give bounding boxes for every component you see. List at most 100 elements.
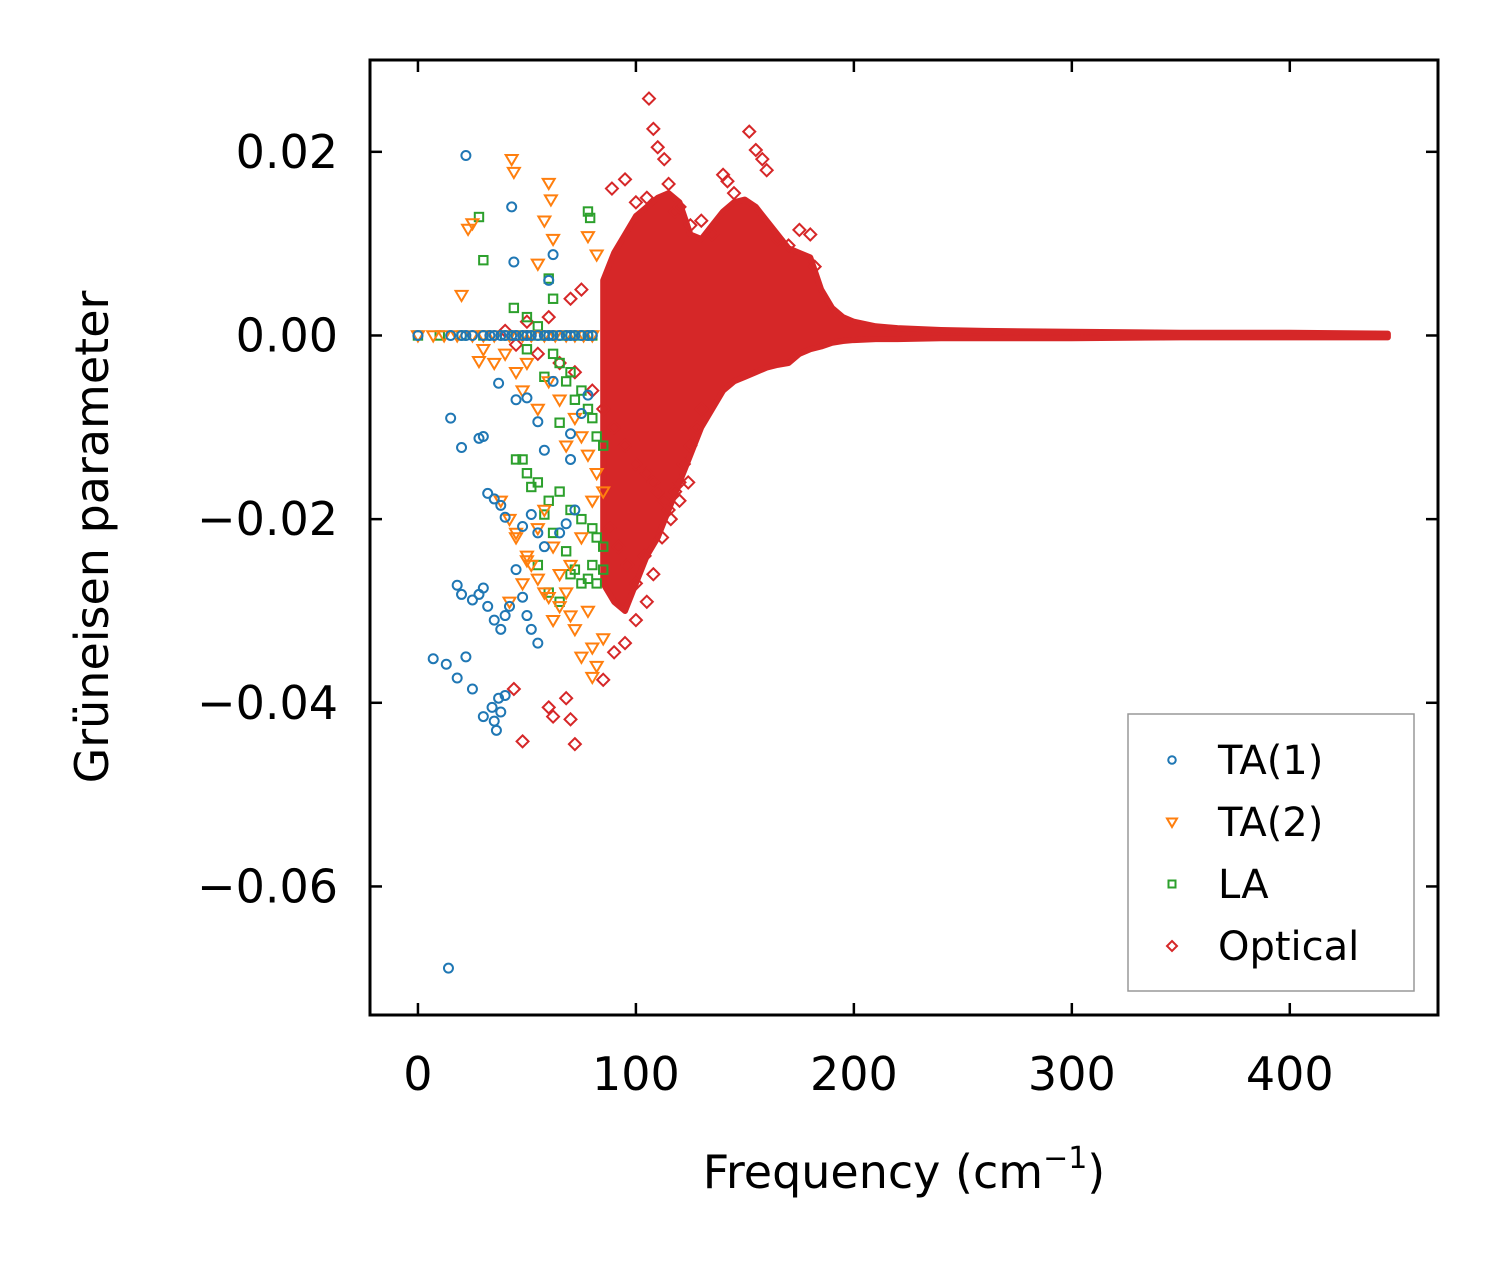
data-point [508,337,524,353]
data-point [517,520,529,532]
data-point [565,453,577,465]
data-point [584,212,596,224]
data-point [482,487,494,499]
data-point [588,249,605,263]
data-point [770,231,785,247]
data-point [573,431,590,445]
data-point [493,377,505,389]
data-point [563,291,578,307]
data-point [602,520,618,536]
data-point [595,486,611,500]
data-point [587,412,598,424]
x-tick-label: 300 [1028,1047,1116,1101]
data-point [567,412,583,427]
data-point [802,227,818,242]
data-point [456,329,468,341]
data-point [456,588,468,600]
x-tick-label: 400 [1246,1047,1334,1101]
data-point [584,495,601,509]
data-point [486,357,502,372]
data-point [460,150,472,161]
data-point [554,527,566,539]
data-point [791,222,807,238]
data-point [510,454,522,465]
data-point [540,177,557,192]
data-point [506,166,522,181]
data-point [554,357,565,369]
data-point [588,660,605,675]
data-point [567,364,583,380]
data-point [617,438,633,454]
data-point [619,557,635,573]
data-point [574,282,589,297]
data-point [558,690,574,706]
data-point [456,442,468,454]
data-point [547,348,559,360]
data-point [672,199,687,215]
data-point [530,573,546,587]
data-point [584,642,601,656]
data-point [460,651,472,663]
data-point [595,401,611,417]
data-point [521,392,533,404]
data-point [628,194,644,210]
data-point [525,623,537,635]
data-point [499,689,511,701]
legend-marker-la [1167,879,1177,889]
data-point [532,637,544,649]
data-point [676,456,692,472]
data-point [478,254,489,266]
data-point [551,601,568,615]
data-point [517,591,529,603]
data-point [573,651,590,665]
data-point [477,329,489,341]
data-point [569,504,581,516]
data-point [682,438,698,454]
y-tick-label: −0.02 [197,492,338,546]
data-point [495,623,507,635]
data-point [654,530,670,545]
data-point [672,493,687,509]
data-point [650,484,666,500]
data-point [495,499,507,511]
data-point [503,600,515,612]
plot-area [410,91,1391,974]
data-point [650,139,666,155]
data-point [521,468,533,479]
data-point [525,509,537,521]
data-point [545,709,561,724]
data-point [606,419,622,435]
data-point [682,217,698,233]
data-point [567,624,583,638]
data-point [543,329,555,341]
data-point [532,416,544,428]
data-point [565,329,577,341]
legend-marker-ta1 [1167,755,1177,765]
data-point [488,614,500,626]
data-point [720,173,735,189]
data-point [442,962,454,974]
data-point [582,206,594,217]
data-point [645,121,661,137]
data-point [530,346,546,362]
data-point [598,541,609,552]
data-point [598,564,609,575]
data-point [490,724,502,736]
data-point [427,653,439,665]
data-point [471,355,487,370]
data-point [543,194,559,208]
data-point [536,215,553,229]
data-point [562,559,579,574]
data-point [532,527,544,539]
data-point [591,431,602,442]
optical-dense-band [600,190,1391,614]
data-point [517,454,528,465]
data-point [521,311,533,323]
data-point [580,605,596,619]
data-point [591,578,602,589]
data-point [551,569,568,583]
y-tick-label: 0.00 [236,308,338,362]
data-point [547,527,559,539]
data-point [521,344,533,355]
